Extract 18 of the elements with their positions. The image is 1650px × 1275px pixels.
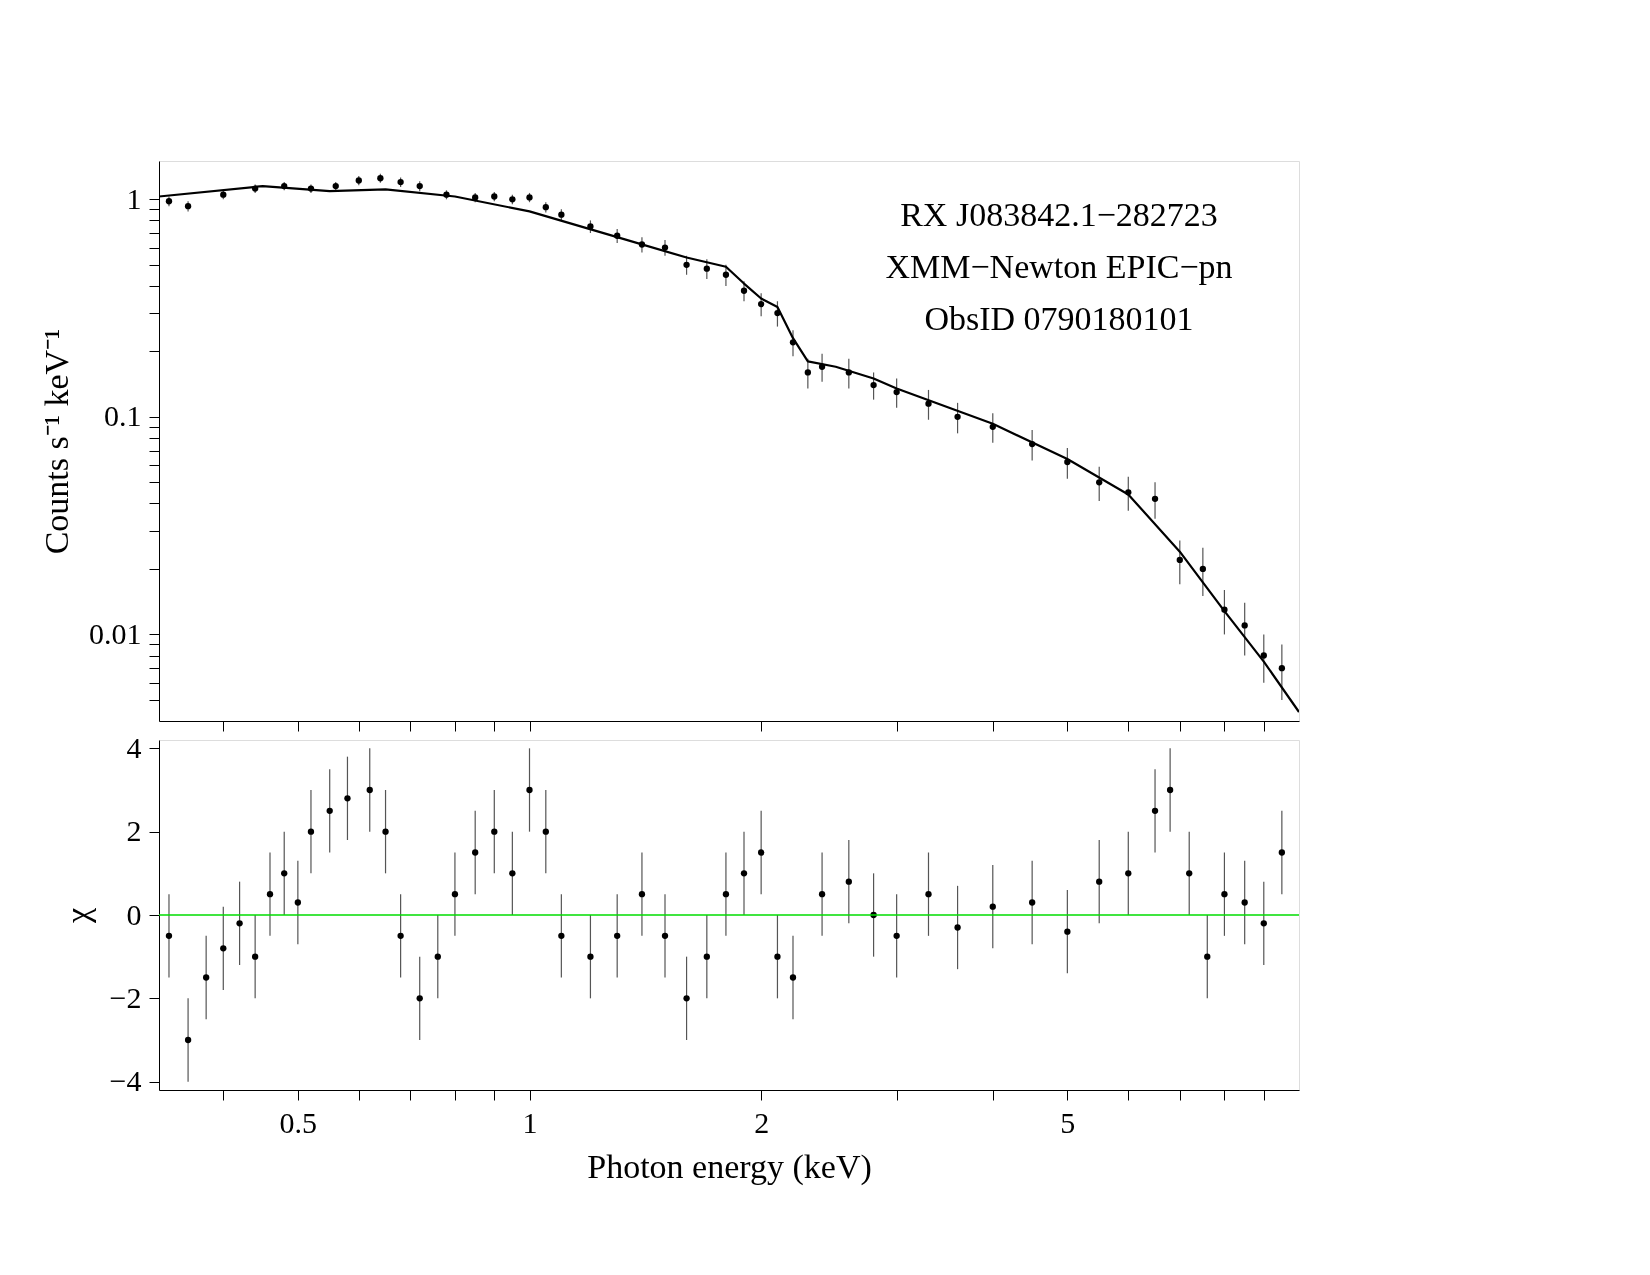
x-tick-label: 5 [1060, 1105, 1076, 1139]
y-tick-label: 0.01 [89, 616, 142, 650]
x-tick-label: 0.5 [279, 1105, 318, 1139]
annotation: XMM−Newton EPIC−pn [885, 248, 1233, 285]
y-tick-label: −4 [109, 1064, 142, 1098]
y-tick-label: 1 [126, 181, 142, 215]
annotation: ObsID 0790180101 [924, 300, 1194, 337]
y-tick-label: 0.1 [104, 399, 142, 433]
y-tick-label: −2 [109, 980, 142, 1014]
annotation: RX J083842.1−282723 [900, 196, 1218, 233]
y-axis-title: χ [58, 907, 96, 925]
y-tick-label: 2 [126, 814, 142, 848]
y-tick-label: 0 [126, 897, 142, 931]
x-tick-label: 2 [754, 1105, 770, 1139]
x-tick-label: 1 [522, 1105, 538, 1139]
y-axis-title: Counts s⁻¹ keV⁻¹ [38, 328, 75, 555]
x-axis-title: Photon energy (keV) [587, 1147, 872, 1186]
y-tick-label: 4 [126, 730, 142, 764]
